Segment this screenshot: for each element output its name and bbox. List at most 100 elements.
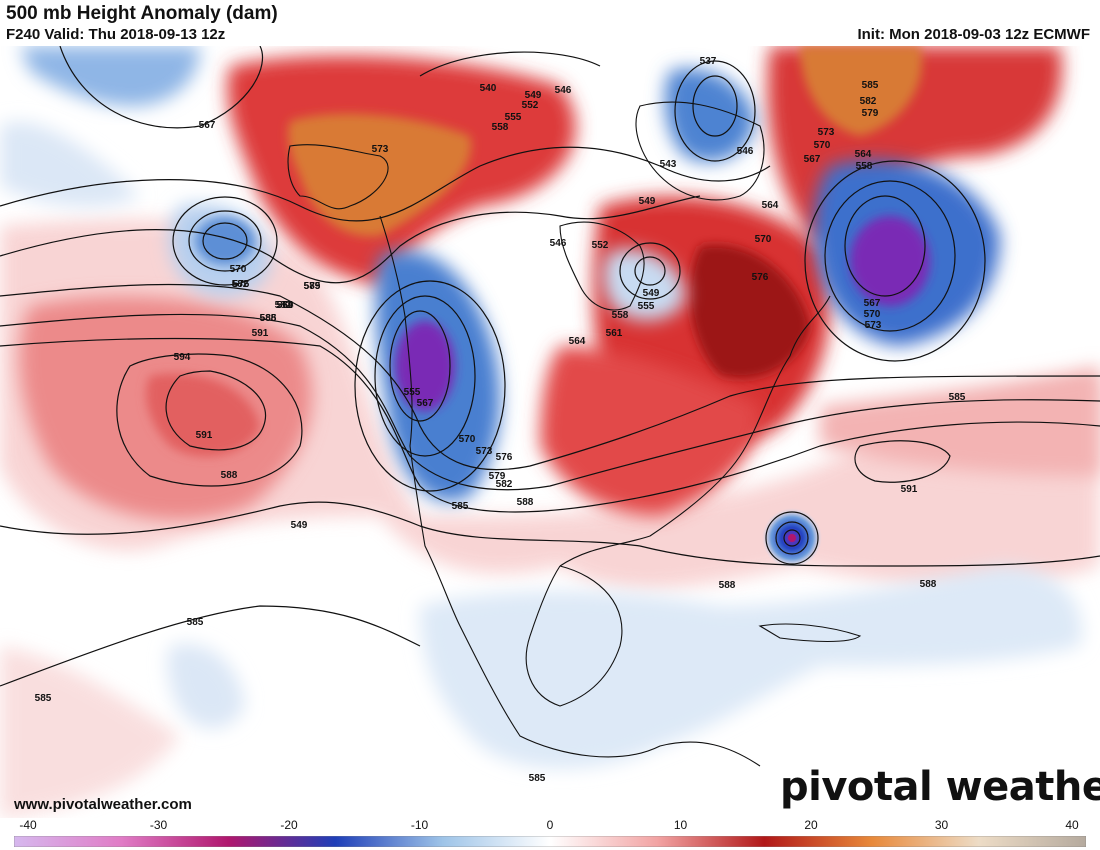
map-area: 540 549 546 552 555 558 537 546 543 585 582 579 573 5… — [0, 46, 1100, 818]
contour-label: 576 — [496, 452, 513, 463]
ridge-greenland-core — [800, 46, 922, 136]
height-contour — [0, 283, 1100, 471]
weak-negative-pacific-north — [0, 122, 140, 207]
contour-label: 573 — [476, 446, 493, 457]
trough-baffin — [665, 68, 755, 162]
height-contour — [824, 180, 956, 332]
contour-label: 588 — [260, 313, 277, 324]
coastlines — [287, 101, 862, 767]
hurricane-center — [788, 534, 796, 542]
height-contour — [775, 521, 809, 555]
contour-label: 570 — [230, 264, 247, 275]
contour-label: 546 — [550, 238, 567, 249]
height-contour — [419, 51, 601, 77]
ridge-alaska-core — [288, 113, 472, 237]
contour-label: 570 — [864, 309, 881, 320]
contour-label: 567 — [417, 398, 434, 409]
ridge-pacific-core — [146, 373, 260, 457]
coastline-alaska — [287, 144, 389, 210]
height-contour — [116, 353, 303, 487]
contour-label: 579 — [862, 108, 879, 119]
height-contour — [0, 313, 1100, 491]
contour-label: 555 — [404, 387, 421, 398]
trough-gulf-of-alaska-core — [195, 217, 255, 265]
contour-label: 570 — [755, 234, 772, 245]
contour-label: 588 — [517, 497, 534, 508]
contour-label: 567 — [199, 120, 216, 131]
contour-label: 585 — [862, 80, 879, 91]
height-contour — [804, 160, 986, 362]
colorbar-tick-label: 20 — [804, 818, 818, 832]
contour-label: 564 — [569, 336, 586, 347]
colorbar-tick-label: 30 — [934, 818, 949, 832]
trough-northwest-pacific — [20, 46, 200, 107]
height-contour — [783, 529, 801, 547]
coastline-gulf — [525, 565, 623, 707]
contour-label: 573 — [865, 320, 882, 331]
contour-label: 570 — [459, 434, 476, 445]
contour-label: 585 — [452, 501, 469, 512]
contour-label: 588 — [221, 470, 238, 481]
height-contour — [674, 60, 756, 162]
website-label: www.pivotalweather.com — [14, 796, 192, 813]
header: 500 mb Height Anomaly (dam) F240 Valid: … — [0, 0, 1100, 46]
colorbar-tick-label: 40 — [1065, 818, 1079, 832]
trough-north-atlantic-core — [850, 216, 930, 306]
height-contour — [0, 605, 421, 687]
ridge-atlantic — [820, 366, 1100, 476]
coastline-east — [559, 295, 831, 567]
colorbar-tick-label: -10 — [410, 818, 429, 832]
height-contour — [634, 256, 666, 286]
height-contour — [854, 440, 951, 483]
contour-label: 579 — [304, 281, 321, 292]
contour-label: 582 — [860, 96, 877, 107]
anomaly-shading — [0, 46, 1100, 818]
brand-logo: pivotal weather — [780, 764, 1100, 810]
contour-label: 582 — [275, 300, 292, 311]
contour-label: 567 — [804, 154, 821, 165]
weak-positive-anomaly — [0, 218, 1100, 590]
height-contour — [844, 195, 926, 297]
colorbar-tick-label: -40 — [19, 818, 37, 832]
contour-label: 558 — [612, 310, 629, 321]
valid-time: F240 Valid: Thu 2018-09-13 12z — [6, 26, 226, 43]
contour-label: 567 — [864, 298, 881, 309]
colorbar-tick-label: -20 — [280, 818, 298, 832]
contour-label: 549 — [639, 196, 656, 207]
contour-label: 555 — [638, 301, 655, 312]
colorbar-tick-label: 0 — [546, 818, 554, 832]
colorbar-tick-label: 10 — [673, 818, 688, 832]
height-contour — [59, 46, 264, 129]
contour-label: 573 — [818, 127, 835, 138]
contour-label: 540 — [480, 83, 497, 94]
contour-label: 576 — [233, 279, 250, 290]
height-contour — [765, 511, 819, 565]
colorbar-tick-label: -30 — [149, 818, 168, 832]
contour-label: 588 — [719, 580, 736, 591]
weak-negative-pacific — [167, 644, 245, 729]
coastline-cuba — [758, 623, 862, 643]
height-contour — [202, 222, 248, 260]
contour-label: 582 — [496, 479, 513, 490]
contour-label: 555 — [505, 112, 522, 123]
contour-label: 585 — [949, 392, 966, 403]
contour-label: 546 — [555, 85, 572, 96]
contour-label: 549 — [643, 288, 660, 299]
height-contour — [0, 195, 701, 284]
height-contours — [0, 46, 1100, 687]
contour-label: 585 — [35, 693, 52, 704]
height-contour — [692, 75, 738, 137]
coastline-hudson-bay — [559, 221, 645, 311]
contour-label: 585 — [529, 773, 546, 784]
contour-label: 570 — [814, 140, 831, 151]
trough-west-coast-core — [395, 321, 455, 411]
contour-label: 564 — [277, 300, 294, 311]
height-contour — [165, 370, 267, 451]
height-contour — [354, 280, 506, 492]
contour-label: 552 — [592, 240, 609, 251]
contour-label: 558 — [492, 122, 509, 133]
contour-label: 564 — [855, 149, 872, 160]
contour-label: 585 — [187, 617, 204, 628]
